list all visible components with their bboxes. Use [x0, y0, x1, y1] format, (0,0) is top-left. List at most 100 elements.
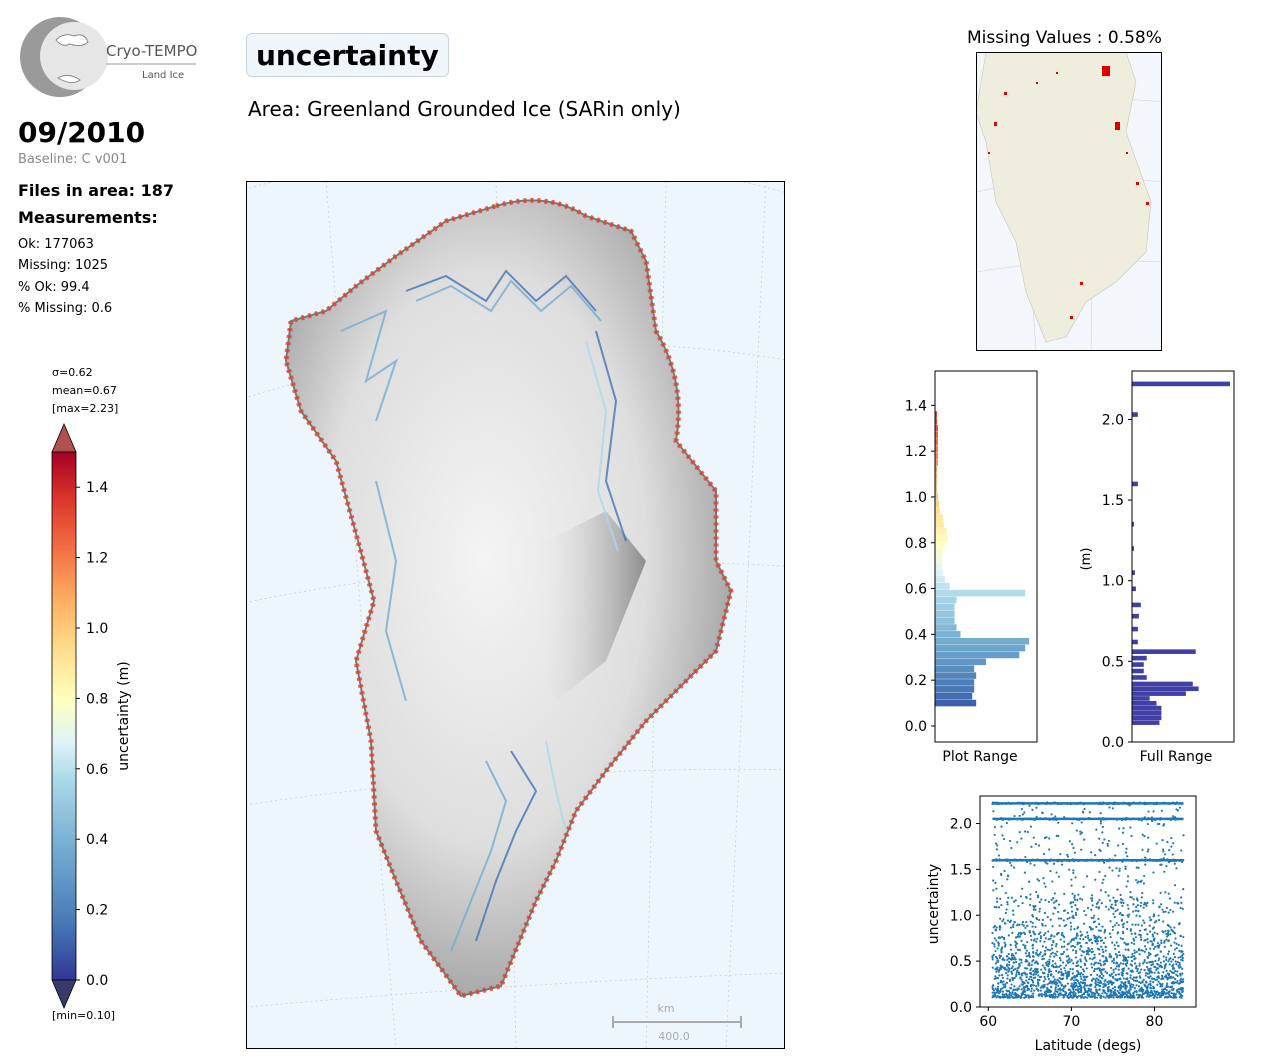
scatter-point: [1062, 919, 1065, 922]
colorbar-max: [max=2.23]: [52, 402, 119, 415]
scatter-point: [1102, 995, 1105, 998]
scatter-point: [1101, 948, 1104, 951]
scatter-point: [1018, 948, 1022, 952]
scatter-point: [1170, 928, 1173, 931]
scatter-point: [1036, 961, 1039, 964]
scatter-point: [1146, 993, 1149, 996]
scatter-point: [1165, 958, 1168, 961]
scatter-point: [1026, 987, 1030, 990]
scalebar-unit: km: [657, 1002, 674, 1015]
scatter-point: [1154, 959, 1157, 963]
scatter-point: [1017, 971, 1020, 974]
scatter-point: [1055, 969, 1058, 973]
scatter-point: [1163, 945, 1166, 949]
scatter-point: [1005, 964, 1008, 968]
scatter-point: [1084, 913, 1087, 917]
scatter-point: [1122, 901, 1125, 905]
scatter-point: [1068, 868, 1071, 871]
hist-bar: [1132, 481, 1138, 487]
scatter-point: [1152, 987, 1155, 990]
scatter-point: [1048, 989, 1051, 992]
scatter-point: [1181, 972, 1184, 975]
scatter-point: [1000, 935, 1004, 938]
missing-map-land: [976, 52, 1152, 343]
scatter-point: [1056, 978, 1059, 981]
scatter-point: [1085, 984, 1089, 987]
x-tick-label: 80: [1146, 1014, 1164, 1030]
scatter-point: [1012, 923, 1015, 926]
scatter-point: [1167, 911, 1170, 914]
scatter-point: [1034, 961, 1037, 964]
scatter-point: [1180, 901, 1183, 904]
scatter-point: [1083, 956, 1087, 959]
scatter-point: [1076, 996, 1079, 999]
scatter-point: [1114, 988, 1117, 992]
scatter-point: [1005, 971, 1008, 975]
scatter-point: [1092, 916, 1095, 920]
histogram-full-range: 0.0 0.5 1.0 1.5 2.0 (m) Full Range: [1079, 370, 1235, 765]
scatter-point: [1155, 978, 1158, 981]
scatter-point: [1046, 916, 1049, 919]
scatter-point: [1009, 943, 1012, 947]
scatter-point: [1143, 983, 1146, 986]
hist-bar: [935, 418, 937, 425]
scatter-point: [1152, 993, 1155, 996]
scatter-point: [1036, 968, 1039, 971]
colorbar-tick-label: 1.4: [86, 480, 108, 496]
scatter-point: [1140, 968, 1143, 971]
scatter-point: [1004, 995, 1007, 998]
pct-missing: % Missing: 0.6: [18, 301, 113, 316]
x-tick-label: 60: [979, 1014, 997, 1030]
scatter-point: [1143, 945, 1147, 948]
scatter-point: [1022, 924, 1025, 927]
scatter-point: [1076, 898, 1079, 901]
scatter-point: [1094, 878, 1097, 881]
scatter-point: [1004, 922, 1007, 925]
scatter-point: [1133, 955, 1136, 958]
scatter-point: [1173, 884, 1177, 887]
scatter-point: [1047, 900, 1050, 903]
scatter-point: [1110, 966, 1113, 970]
scatter-point: [1109, 905, 1112, 909]
scatter-point: [1115, 921, 1118, 925]
scatter-point: [1178, 949, 1181, 952]
scatter-point: [1076, 943, 1079, 946]
scatter-point: [995, 970, 998, 973]
scatter-point: [1076, 941, 1079, 944]
scatter-point: [1032, 984, 1035, 987]
scatter-point: [1031, 992, 1035, 995]
scatter-point: [991, 931, 994, 935]
scatter-point: [1010, 967, 1013, 970]
scatter-point: [1149, 919, 1152, 922]
scatter-point: [1178, 806, 1182, 809]
greenland-uncertainty-map: 80°N75°N70°N65°N60°N 75°N70°N65°N60°N km…: [246, 181, 785, 1049]
scatter-point: [1166, 982, 1169, 985]
scatter-point: [993, 945, 996, 948]
scatter-point: [1135, 990, 1138, 994]
scatter-point: [1025, 994, 1028, 998]
scatter-point: [1100, 902, 1103, 905]
scatter-point: [1161, 930, 1164, 933]
scatter-point: [1037, 974, 1040, 977]
scatter-point: [1008, 839, 1012, 843]
scatter-point: [1026, 940, 1029, 944]
scatter-point: [1018, 995, 1021, 998]
scatter-point: [1026, 967, 1029, 970]
scatter-point: [1152, 915, 1155, 918]
scatter-point: [1088, 925, 1091, 929]
scatter-point: [1099, 889, 1103, 892]
scatter-point: [1173, 992, 1176, 995]
scatter-point: [1097, 962, 1100, 965]
scatter-point: [1148, 968, 1151, 971]
scatter-point: [1019, 976, 1022, 979]
scatter-point: [1033, 864, 1036, 867]
scatter-point: [1052, 941, 1055, 944]
scatter-point: [1121, 937, 1124, 941]
scatter-point: [1143, 928, 1146, 932]
scatter-point: [1146, 955, 1149, 959]
scatter-point: [1025, 958, 1028, 962]
scatter-point: [1120, 971, 1123, 974]
scatter-point: [1090, 908, 1093, 911]
scatter-point: [1111, 960, 1114, 963]
scatter-point: [1125, 972, 1128, 975]
